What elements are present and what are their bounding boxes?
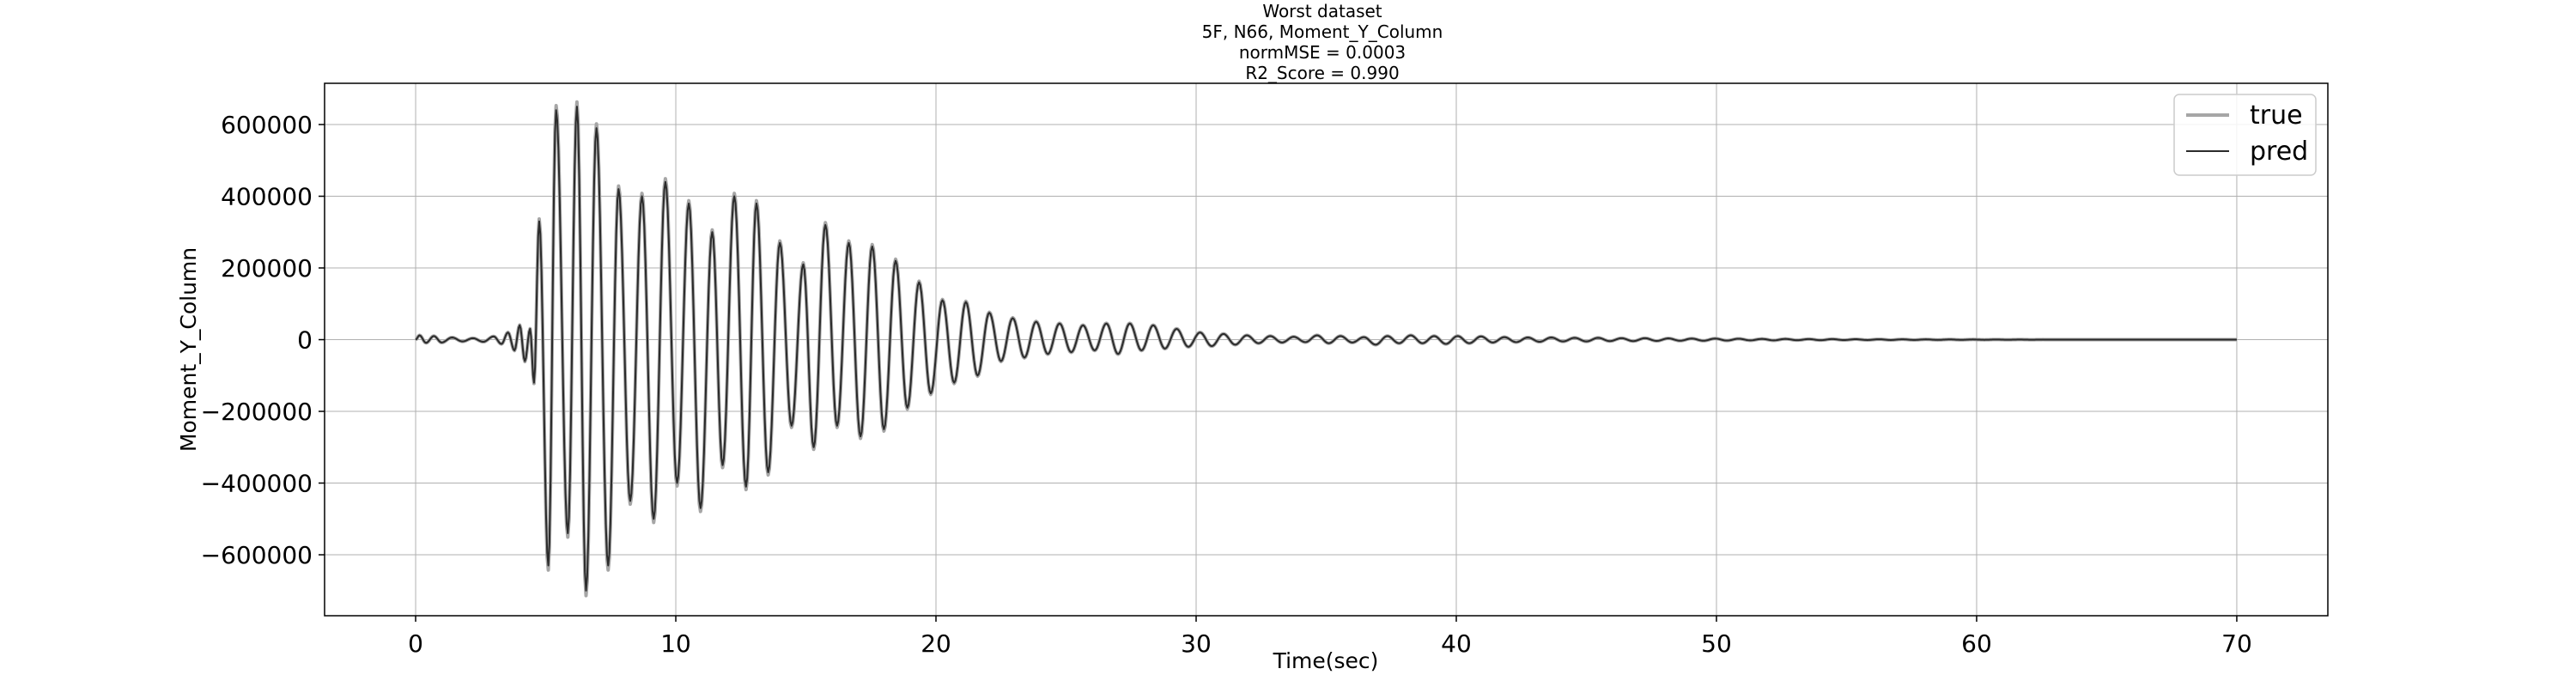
series-true-line <box>414 100 2238 598</box>
x-tick-label: 10 <box>660 629 691 658</box>
plot-lines <box>414 100 2238 598</box>
y-axis-ticks: −600000 −400000 −200000 0 200000 400000 600000 <box>201 111 325 569</box>
y-tick-label: 200000 <box>221 254 313 283</box>
y-tick-label: 600000 <box>221 111 313 139</box>
x-axis-label: Time(sec) <box>1273 648 1379 673</box>
legend-label-pred: pred <box>2250 137 2308 167</box>
title-line-3: normMSE = 0.0003 <box>1239 42 1406 63</box>
title-line-1: Worst dataset <box>1262 1 1382 21</box>
series-pred-line <box>415 106 2237 592</box>
title-line-2: 5F, N66, Moment_Y_Column <box>1202 21 1443 42</box>
x-tick-label: 30 <box>1181 629 1212 658</box>
y-tick-label: −600000 <box>201 541 313 569</box>
x-tick-label: 50 <box>1701 629 1732 658</box>
y-tick-label: −200000 <box>201 398 313 426</box>
x-tick-label: 20 <box>920 629 951 658</box>
y-tick-label: −400000 <box>201 470 313 498</box>
y-tick-label: 0 <box>297 326 313 355</box>
x-tick-label: 40 <box>1441 629 1472 658</box>
x-tick-label: 70 <box>2221 629 2252 658</box>
x-tick-label: 60 <box>1961 629 1992 658</box>
legend: true pred <box>2173 94 2317 176</box>
y-tick-label: 400000 <box>221 183 313 211</box>
x-axis-ticks: 0 10 20 30 40 50 60 70 <box>408 616 2252 658</box>
legend-label-true: true <box>2250 100 2303 131</box>
x-tick-label: 0 <box>408 629 423 658</box>
chart-title: Worst dataset 5F, N66, Moment_Y_Column n… <box>1202 1 1443 83</box>
plot-frame <box>324 82 2329 617</box>
y-axis-label: Moment_Y_Column <box>176 247 201 452</box>
title-line-4: R2_Score = 0.990 <box>1245 63 1399 83</box>
